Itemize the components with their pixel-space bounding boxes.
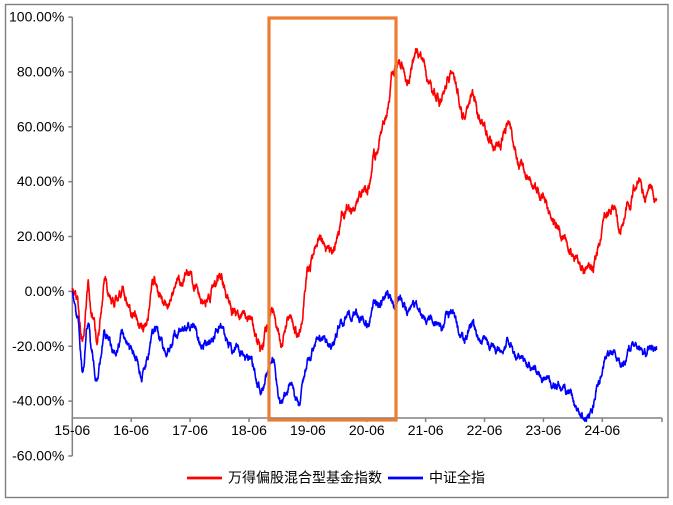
svg-text:中证全指: 中证全指 [429, 470, 485, 486]
svg-text:100.00%: 100.00% [9, 9, 64, 25]
svg-text:22-06: 22-06 [467, 422, 503, 438]
svg-text:15-06: 15-06 [54, 422, 90, 438]
svg-text:16-06: 16-06 [113, 422, 149, 438]
svg-text:60.00%: 60.00% [17, 118, 64, 134]
svg-text:0.00%: 0.00% [25, 283, 65, 299]
svg-text:19-06: 19-06 [290, 422, 326, 438]
svg-text:80.00%: 80.00% [17, 63, 64, 79]
svg-text:20.00%: 20.00% [17, 228, 64, 244]
svg-text:40.00%: 40.00% [17, 173, 64, 189]
svg-text:20-06: 20-06 [349, 422, 385, 438]
svg-text:万得偏股混合型基金指数: 万得偏股混合型基金指数 [228, 470, 382, 486]
svg-text:23-06: 23-06 [526, 422, 562, 438]
svg-text:17-06: 17-06 [172, 422, 208, 438]
svg-text:-40.00%: -40.00% [12, 393, 64, 409]
svg-text:-60.00%: -60.00% [12, 447, 64, 463]
svg-text:18-06: 18-06 [231, 422, 267, 438]
svg-text:21-06: 21-06 [408, 422, 444, 438]
svg-text:24-06: 24-06 [584, 422, 620, 438]
svg-text:-20.00%: -20.00% [12, 338, 64, 354]
